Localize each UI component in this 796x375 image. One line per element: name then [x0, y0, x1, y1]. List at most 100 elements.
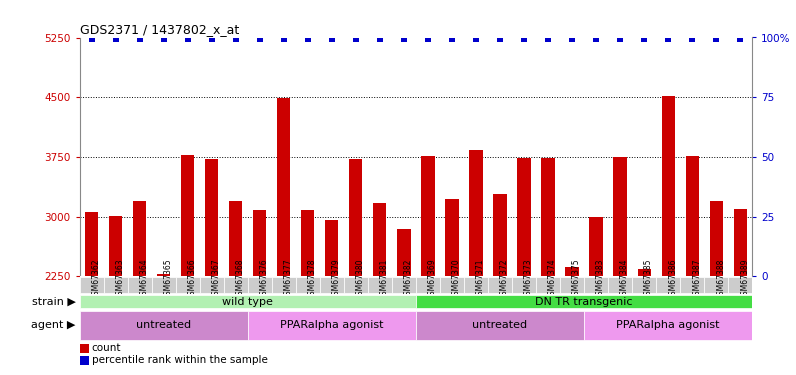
FancyBboxPatch shape — [560, 277, 584, 293]
FancyBboxPatch shape — [248, 277, 271, 293]
Text: GSM67380: GSM67380 — [356, 259, 365, 300]
Point — [302, 36, 314, 42]
Bar — [541, 159, 555, 276]
Bar — [397, 230, 411, 276]
Point — [517, 36, 530, 42]
FancyBboxPatch shape — [488, 277, 512, 293]
Point — [181, 36, 194, 42]
Text: GSM67386: GSM67386 — [668, 259, 677, 300]
Text: percentile rank within the sample: percentile rank within the sample — [92, 355, 267, 365]
Text: GSM67363: GSM67363 — [115, 259, 125, 300]
FancyBboxPatch shape — [176, 277, 200, 293]
Bar — [205, 159, 218, 276]
Text: GSM67389: GSM67389 — [740, 259, 749, 300]
Text: GSM67384: GSM67384 — [620, 259, 629, 300]
Text: GSM67372: GSM67372 — [500, 259, 509, 300]
Text: GDS2371 / 1437802_x_at: GDS2371 / 1437802_x_at — [80, 23, 239, 36]
Bar — [373, 203, 387, 276]
Text: GSM67365: GSM67365 — [164, 259, 173, 300]
Bar — [685, 156, 699, 276]
Point — [710, 36, 723, 42]
FancyBboxPatch shape — [584, 277, 608, 293]
FancyBboxPatch shape — [320, 277, 344, 293]
FancyBboxPatch shape — [368, 277, 392, 293]
Bar — [109, 216, 123, 276]
Bar — [661, 96, 675, 276]
FancyBboxPatch shape — [200, 277, 224, 293]
Point — [373, 36, 386, 42]
Text: GSM67362: GSM67362 — [92, 259, 100, 300]
Bar — [277, 98, 291, 276]
FancyBboxPatch shape — [271, 277, 296, 293]
Text: wild type: wild type — [222, 297, 273, 306]
FancyBboxPatch shape — [440, 277, 464, 293]
Bar — [181, 154, 194, 276]
Point — [566, 36, 579, 42]
Text: GSM67382: GSM67382 — [404, 259, 413, 300]
Bar — [157, 274, 170, 276]
Point — [397, 36, 410, 42]
FancyBboxPatch shape — [248, 310, 416, 340]
FancyBboxPatch shape — [224, 277, 248, 293]
Point — [541, 36, 554, 42]
Bar — [494, 194, 506, 276]
Text: GSM67364: GSM67364 — [139, 259, 149, 300]
Text: GSM67374: GSM67374 — [548, 259, 557, 300]
Text: GSM67367: GSM67367 — [212, 259, 220, 300]
FancyBboxPatch shape — [103, 277, 127, 293]
FancyBboxPatch shape — [344, 277, 368, 293]
Point — [133, 36, 146, 42]
Point — [158, 36, 170, 42]
Bar — [301, 210, 314, 276]
FancyBboxPatch shape — [728, 277, 752, 293]
Bar — [253, 210, 267, 276]
Text: untreated: untreated — [472, 320, 528, 330]
Bar — [734, 210, 747, 276]
FancyBboxPatch shape — [416, 295, 752, 308]
FancyBboxPatch shape — [704, 277, 728, 293]
FancyBboxPatch shape — [608, 277, 632, 293]
Text: GSM67371: GSM67371 — [476, 259, 485, 300]
FancyBboxPatch shape — [464, 277, 488, 293]
Bar — [517, 159, 531, 276]
Text: DN TR transgenic: DN TR transgenic — [536, 297, 633, 306]
Text: GSM67368: GSM67368 — [236, 259, 244, 300]
Bar — [565, 267, 579, 276]
Point — [85, 36, 98, 42]
Text: GSM67377: GSM67377 — [284, 259, 293, 300]
Point — [349, 36, 362, 42]
Bar — [133, 201, 146, 276]
Text: PPARalpha agonist: PPARalpha agonist — [616, 320, 720, 330]
FancyBboxPatch shape — [536, 277, 560, 293]
Text: GSM67375: GSM67375 — [572, 259, 581, 300]
Point — [229, 36, 242, 42]
Bar — [709, 201, 723, 276]
Bar — [470, 150, 482, 276]
FancyBboxPatch shape — [656, 277, 680, 293]
Bar — [421, 156, 435, 276]
Point — [205, 36, 218, 42]
Point — [590, 36, 603, 42]
Text: strain ▶: strain ▶ — [32, 297, 76, 306]
Bar — [85, 212, 98, 276]
Text: PPARalpha agonist: PPARalpha agonist — [280, 320, 384, 330]
FancyBboxPatch shape — [80, 295, 416, 308]
FancyBboxPatch shape — [392, 277, 416, 293]
FancyBboxPatch shape — [584, 310, 752, 340]
Text: GSM67366: GSM67366 — [188, 259, 197, 300]
FancyBboxPatch shape — [127, 277, 152, 293]
Point — [326, 36, 338, 42]
Point — [470, 36, 482, 42]
Bar — [590, 217, 603, 276]
FancyBboxPatch shape — [416, 310, 584, 340]
Text: untreated: untreated — [136, 320, 191, 330]
Text: GSM67370: GSM67370 — [452, 259, 461, 300]
Bar — [349, 159, 362, 276]
FancyBboxPatch shape — [680, 277, 704, 293]
Point — [734, 36, 747, 42]
Point — [446, 36, 458, 42]
Text: GSM67387: GSM67387 — [693, 259, 701, 300]
Point — [278, 36, 291, 42]
Text: GSM67388: GSM67388 — [716, 259, 725, 300]
Text: GSM67378: GSM67378 — [308, 259, 317, 300]
